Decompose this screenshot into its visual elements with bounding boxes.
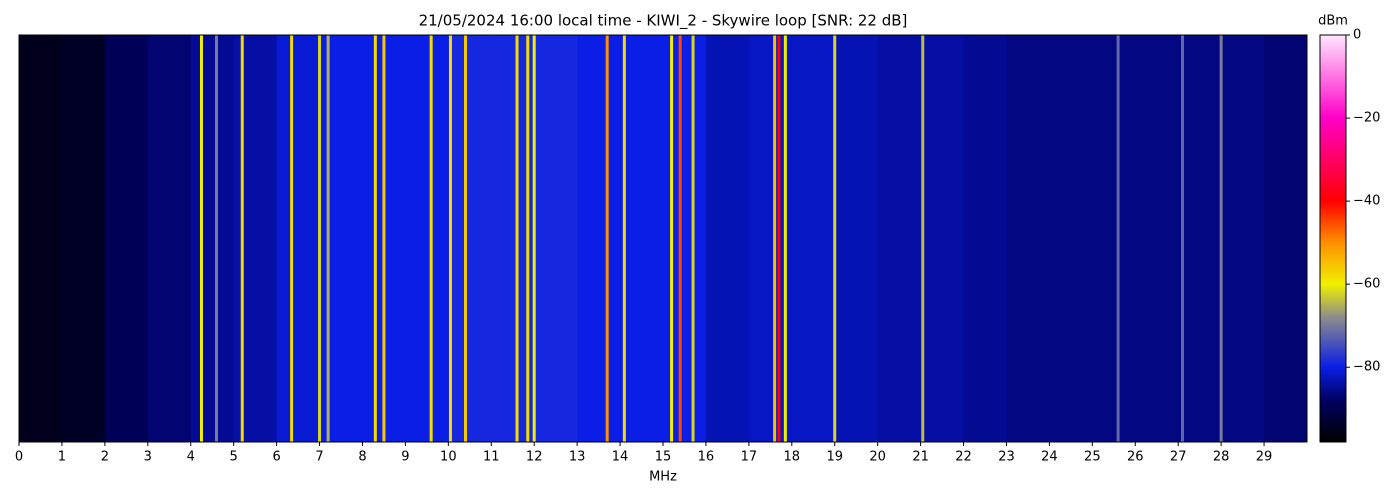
background-bin <box>1092 35 1136 442</box>
x-tick-label: 7 <box>315 450 323 465</box>
x-tick-label: 12 <box>526 450 543 465</box>
x-tick-label: 28 <box>1213 450 1230 465</box>
colorbar-tick-label: 0 <box>1353 28 1361 43</box>
signal-line <box>921 35 925 442</box>
signal-line <box>515 35 519 442</box>
background-bin <box>620 35 664 442</box>
background-bin <box>877 35 922 442</box>
x-tick-label: 21 <box>912 450 929 465</box>
background-bin <box>577 35 621 442</box>
background-bin <box>104 35 149 442</box>
background-bin <box>233 35 278 442</box>
x-tick-label: 4 <box>187 450 195 465</box>
x-tick-label: 11 <box>483 450 500 465</box>
x-tick-label: 5 <box>230 450 238 465</box>
colorbar-tick-label: −40 <box>1353 194 1380 209</box>
background-bin <box>147 35 192 442</box>
x-tick-label: 23 <box>998 450 1015 465</box>
background-bin <box>190 35 235 442</box>
signal-line <box>318 35 322 442</box>
x-tick-label: 29 <box>1256 450 1273 465</box>
x-tick-label: 26 <box>1127 450 1144 465</box>
x-tick-label: 19 <box>826 450 843 465</box>
x-tick-label: 10 <box>440 450 457 465</box>
x-tick-label: 0 <box>15 450 23 465</box>
colorbar <box>1319 34 1347 443</box>
background-bin <box>1264 35 1308 442</box>
background-bin <box>834 35 879 442</box>
chart-title: 21/05/2024 16:00 local time - KIWI_2 - S… <box>419 12 908 31</box>
x-tick-label: 1 <box>58 450 66 465</box>
signal-line <box>382 35 386 442</box>
background-bin <box>920 35 965 442</box>
x-tick-label: 24 <box>1041 450 1058 465</box>
signal-line <box>1219 35 1223 442</box>
signal-line <box>214 35 218 442</box>
signal-line <box>290 35 294 442</box>
signal-line <box>1116 35 1120 442</box>
signal-line <box>622 35 626 442</box>
signal-line <box>777 35 781 442</box>
signal-line <box>464 35 468 442</box>
background-bin <box>319 35 363 442</box>
x-tick-label: 3 <box>144 450 152 465</box>
x-tick-label: 27 <box>1170 450 1187 465</box>
x-tick-label: 18 <box>784 450 801 465</box>
background-bin <box>791 35 836 442</box>
x-tick-label: 25 <box>1084 450 1101 465</box>
colorbar-tick-label: −80 <box>1353 360 1380 375</box>
background-bin <box>1178 35 1222 442</box>
background-bin <box>1006 35 1050 442</box>
background-bin <box>1049 35 1093 442</box>
x-tick-label: 9 <box>401 450 409 465</box>
background-bin <box>448 35 492 442</box>
x-tick-label: 6 <box>272 450 280 465</box>
signal-line <box>526 35 530 442</box>
background-bin <box>1135 35 1179 442</box>
x-tick-label: 2 <box>101 450 109 465</box>
signal-line <box>373 35 377 442</box>
signal-line <box>326 35 330 442</box>
background-bin <box>1221 35 1265 442</box>
signal-line <box>240 35 244 442</box>
colorbar-tick-label: −60 <box>1353 277 1380 292</box>
background-bin <box>19 35 63 442</box>
x-tick-label: 16 <box>698 450 715 465</box>
x-tick-label: 15 <box>655 450 672 465</box>
background-bin <box>405 35 449 442</box>
signal-line <box>773 35 777 442</box>
background-bin <box>61 35 106 442</box>
x-tick-label: 17 <box>741 450 758 465</box>
signal-line <box>678 35 682 442</box>
signal-line <box>1180 35 1184 442</box>
colorbar-tick-label: −20 <box>1353 111 1380 126</box>
signal-line <box>783 35 787 442</box>
x-axis-label: MHz <box>649 470 677 485</box>
x-tick-label: 13 <box>569 450 586 465</box>
background-bin <box>963 35 1007 442</box>
signal-line <box>691 35 695 442</box>
x-tick-label: 20 <box>869 450 886 465</box>
signal-line <box>532 35 536 442</box>
background-bin <box>705 35 750 442</box>
signal-line <box>448 35 452 442</box>
x-tick-label: 22 <box>955 450 972 465</box>
background-bin <box>663 35 707 442</box>
signal-line <box>833 35 837 442</box>
signal-line <box>199 35 203 442</box>
signal-line <box>605 35 609 442</box>
signal-line <box>429 35 433 442</box>
background-bin <box>276 35 321 442</box>
x-tick-label: 8 <box>358 450 366 465</box>
signal-line <box>670 35 674 442</box>
background-bin <box>534 35 578 442</box>
colorbar-label: dBm <box>1318 14 1348 29</box>
x-tick-label: 14 <box>612 450 629 465</box>
